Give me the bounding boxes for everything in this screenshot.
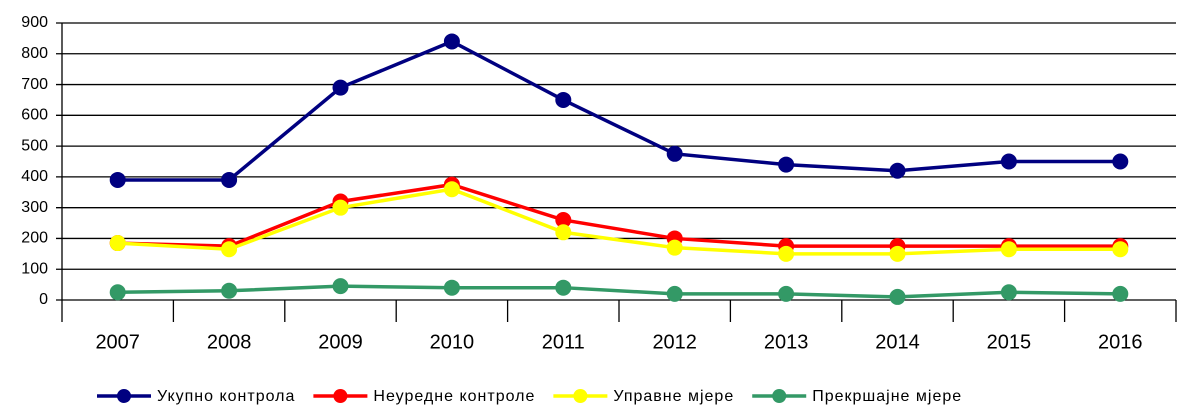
point-marker xyxy=(1112,285,1129,302)
point-marker xyxy=(221,171,238,188)
y-tick-label: 800 xyxy=(21,45,48,62)
legend-marker xyxy=(573,389,588,403)
point-marker xyxy=(443,181,460,198)
point-marker xyxy=(443,279,460,296)
x-tick-label: 2013 xyxy=(764,331,809,353)
legend-item: Управне мјере xyxy=(553,388,734,405)
point-marker xyxy=(889,245,906,262)
point-marker xyxy=(1000,284,1017,301)
x-tick-label: 2015 xyxy=(987,331,1032,353)
y-tick-label: 500 xyxy=(21,137,48,154)
y-tick-label: 900 xyxy=(21,14,48,31)
point-marker xyxy=(332,199,349,216)
legend-marker xyxy=(772,389,787,403)
y-tick-label: 200 xyxy=(21,230,48,247)
point-marker xyxy=(221,282,238,299)
legend-marker xyxy=(117,389,131,403)
legend-label: Укупно контрола xyxy=(157,388,295,405)
point-marker xyxy=(666,145,683,162)
y-tick-label: 400 xyxy=(21,168,48,185)
point-marker xyxy=(555,91,572,108)
x-tick-label: 2011 xyxy=(542,331,585,353)
legend-item: Неуредне контроле xyxy=(313,388,535,405)
point-marker xyxy=(889,162,906,179)
point-marker xyxy=(778,245,795,262)
point-marker xyxy=(1112,153,1129,170)
point-marker xyxy=(1000,153,1017,170)
point-marker xyxy=(221,241,238,258)
point-marker xyxy=(889,288,906,305)
x-tick-label: 2012 xyxy=(652,331,697,353)
y-tick-label: 0 xyxy=(39,291,48,308)
point-marker xyxy=(666,239,683,256)
series-line xyxy=(117,39,1121,182)
legend-item: Прекршајне мјере xyxy=(752,388,962,405)
x-tick-label: 2016 xyxy=(1098,331,1143,353)
legend-marker xyxy=(333,389,348,403)
legend-item: Укупно контрола xyxy=(97,388,295,405)
point-marker xyxy=(332,278,349,295)
series-line xyxy=(117,187,1121,256)
series-line xyxy=(117,284,1121,299)
point-marker xyxy=(109,235,126,252)
x-tick-label: 2008 xyxy=(207,331,252,353)
legend-label: Прекршајне мјере xyxy=(812,388,962,405)
point-marker xyxy=(443,33,460,50)
point-marker xyxy=(778,156,795,173)
point-marker xyxy=(778,285,795,302)
point-marker xyxy=(109,171,126,188)
legend-label: Управне мјере xyxy=(613,388,734,405)
point-marker xyxy=(555,279,572,296)
point-marker xyxy=(1112,241,1129,258)
x-tick-label: 2014 xyxy=(875,331,920,353)
point-marker xyxy=(666,285,683,302)
y-tick-label: 100 xyxy=(21,260,48,277)
y-tick-label: 700 xyxy=(21,76,48,93)
y-tick-label: 600 xyxy=(21,107,48,124)
y-tick-label: 300 xyxy=(21,199,48,216)
series-line xyxy=(117,182,1121,248)
legend-label: Неуредне контроле xyxy=(373,388,535,405)
x-tick-label: 2010 xyxy=(430,331,475,353)
point-marker xyxy=(109,284,126,301)
point-marker xyxy=(332,79,349,96)
x-tick-label: 2009 xyxy=(318,331,363,353)
point-marker xyxy=(555,224,572,241)
point-marker xyxy=(1000,241,1017,258)
x-tick-label: 2007 xyxy=(95,331,140,353)
